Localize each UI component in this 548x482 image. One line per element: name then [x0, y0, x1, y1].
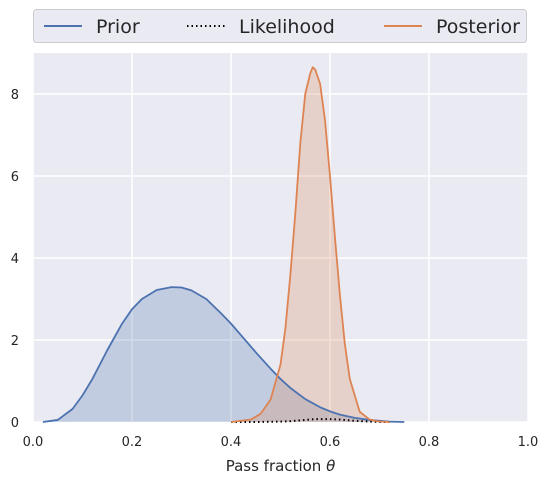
area-fills [42, 67, 405, 422]
series-lines [42, 66, 405, 423]
legend-label-posterior: Posterior [436, 16, 520, 38]
x-tick-label: 1.0 [518, 435, 539, 450]
y-tick-label: 8 [11, 88, 19, 103]
x-axis-label-text: Pass fraction [226, 457, 326, 475]
x-tick-label: 0.6 [320, 435, 341, 450]
prior-line [42, 286, 405, 423]
x-tick-label: 0.8 [419, 435, 440, 450]
y-tick-label: 4 [11, 252, 19, 267]
x-tick-labels: 0.0 0.2 0.4 0.6 0.8 1.0 [23, 435, 539, 450]
x-axis-label-symbol: θ [326, 457, 335, 475]
legend: Prior Likelihood Posterior [33, 9, 527, 43]
y-tick-label: 2 [11, 334, 19, 349]
legend-label-prior: Prior [96, 16, 140, 38]
y-tick-labels: 0 2 4 6 8 [11, 88, 19, 431]
x-tick-label: 0.0 [23, 435, 44, 450]
y-tick-label: 0 [11, 416, 19, 431]
grid-lines [32, 53, 529, 423]
legend-box [33, 9, 527, 43]
legend-items: Prior Likelihood Posterior [44, 16, 520, 38]
y-tick-label: 6 [11, 170, 19, 185]
x-axis-label: Pass fraction θ [226, 457, 336, 475]
likelihood-line [231, 418, 390, 423]
x-tick-label: 0.4 [221, 435, 242, 450]
x-tick-label: 0.2 [122, 435, 143, 450]
posterior-line [230, 66, 390, 423]
posterior-area [231, 67, 390, 422]
prior-area [42, 287, 405, 422]
legend-label-likelihood: Likelihood [239, 16, 335, 38]
